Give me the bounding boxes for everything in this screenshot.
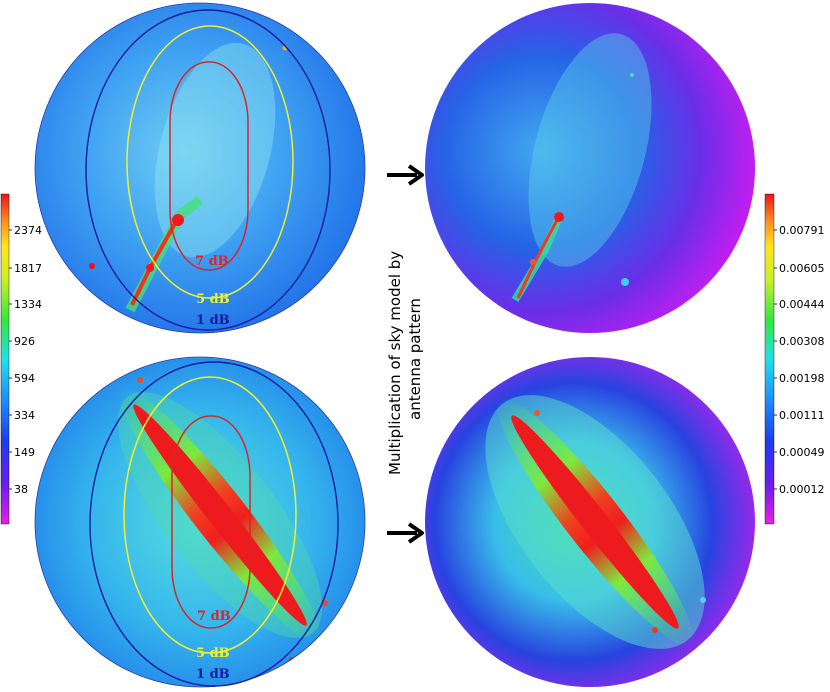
arrow-top — [387, 164, 424, 186]
contour-1db-bottom — [89, 361, 339, 687]
contour-5db-top — [126, 25, 294, 299]
right-colorbar-tick-label: 0.00049 — [779, 446, 825, 459]
right-colorbar-tick-label: 0.00791 — [779, 224, 825, 237]
right-colorbar-tick-label: 0.00444 — [779, 298, 825, 311]
left-colorbar-tick-label: 2374 — [14, 224, 42, 237]
left-colorbar-tick-label: 149 — [14, 446, 35, 459]
right-colorbar-tick-label: 0.00012 — [779, 483, 825, 496]
contour-5db-bottom — [123, 376, 297, 654]
antenna-contours-top: 7 dB 5 dB 1 dB — [85, 9, 331, 331]
contour-label-5db-bottom: 5 dB — [196, 646, 230, 661]
left-colorbar-tick-label: 1817 — [14, 262, 42, 275]
caption-line-2: antenna pattern — [406, 298, 424, 420]
contour-1db-top — [85, 9, 331, 331]
left-colorbar-tick-label: 594 — [14, 372, 35, 385]
caption-line-1: Multiplication of sky model by — [386, 251, 404, 475]
contour-label-5db-top: 5 dB — [196, 292, 230, 307]
left-colorbar-tick-label: 1334 — [14, 298, 42, 311]
sky-map-bottom-left — [34, 356, 366, 688]
contour-7db-bottom — [171, 415, 251, 629]
contour-7db-top — [169, 61, 249, 271]
vertical-caption: Multiplication of sky model by antenna p… — [386, 251, 424, 475]
arrow-bottom — [387, 522, 424, 544]
left-colorbar-tick-label: 38 — [14, 483, 28, 496]
sky-map-top-left — [34, 2, 366, 334]
weighted-map-bottom-right — [425, 357, 755, 687]
left-colorbar-tick-label: 926 — [14, 335, 35, 348]
right-colorbar-tick-label: 0.00111 — [779, 409, 825, 422]
contour-label-7db-top: 7 dB — [195, 254, 229, 269]
right-colorbar-tick-label: 0.00308 — [779, 335, 825, 348]
right-colorbar-tick-label: 0.00605 — [779, 262, 825, 275]
antenna-contours-bottom: 7 dB 5 dB 1 dB — [89, 361, 339, 687]
left-colorbar: 2374 1817 1334 926 594 334 149 38 — [0, 193, 42, 525]
contour-label-1db-bottom: 1 dB — [196, 667, 230, 682]
right-colorbar: 0.00791 0.00605 0.00444 0.00308 0.00198 0.001… — [764, 193, 825, 525]
contour-label-7db-bottom: 7 dB — [197, 609, 231, 624]
contour-label-1db-top: 1 dB — [196, 313, 230, 328]
right-colorbar-tick-label: 0.00198 — [779, 372, 825, 385]
left-colorbar-tick-label: 334 — [14, 409, 35, 422]
weighted-map-top-right — [425, 3, 755, 333]
